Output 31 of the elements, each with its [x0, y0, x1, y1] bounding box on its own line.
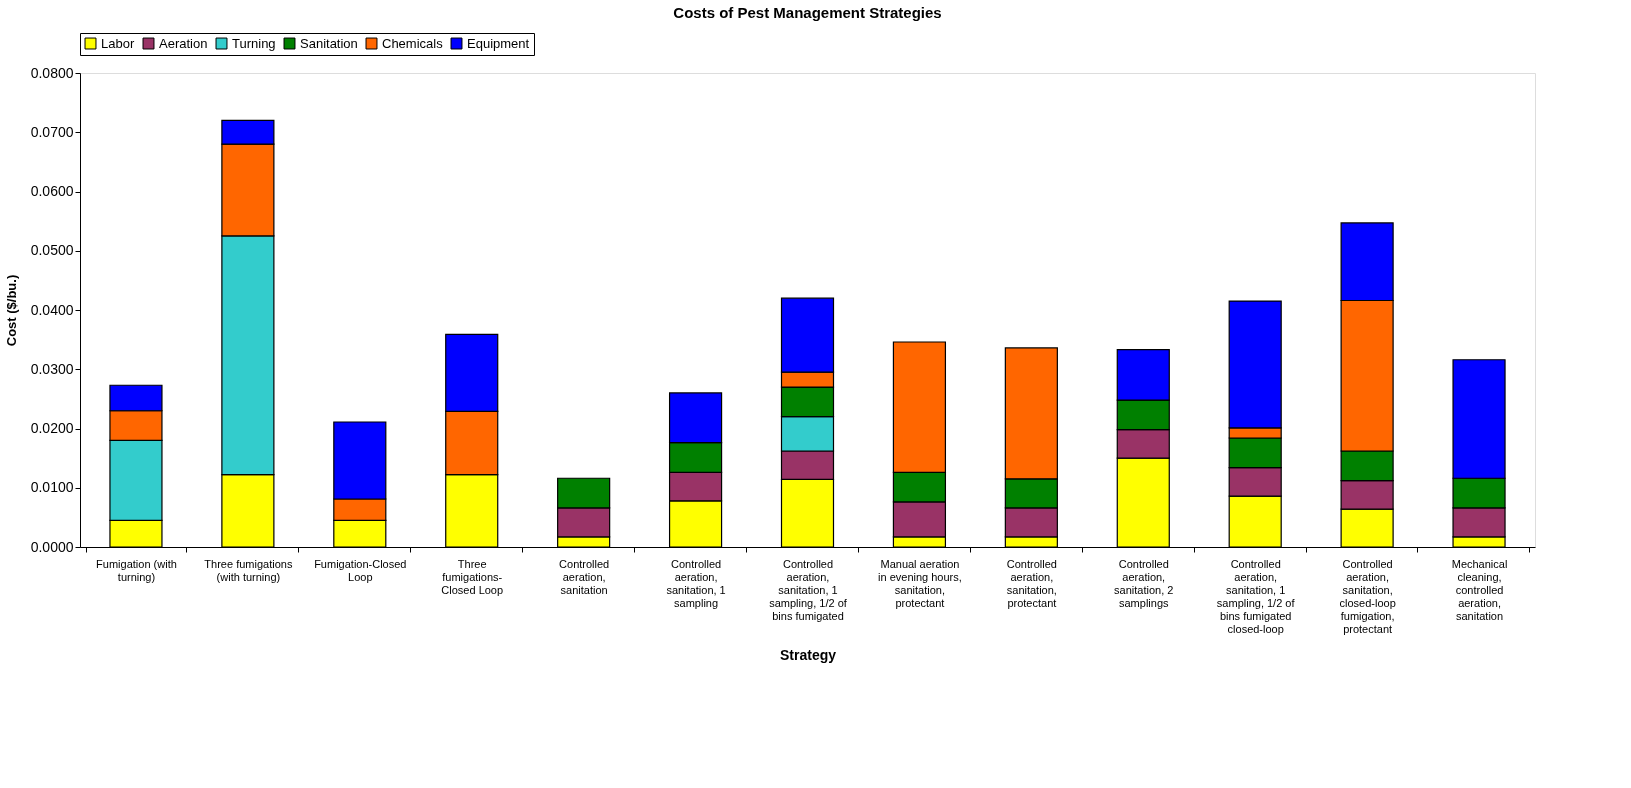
x-tick-label: Manual aeration in evening hours, sanitation, protectant: [878, 557, 962, 609]
x-tick-label: Three fumigations (with turning): [204, 557, 293, 583]
legend-label: Labor: [101, 35, 135, 51]
legend-label: Equipment: [467, 35, 530, 51]
x-tick-label: Controlled aeration, sanitation, 2 samplings: [1114, 557, 1174, 609]
y-tick-label: 0.0200: [30, 420, 74, 436]
legend-label: Turning: [232, 35, 276, 51]
x-tick-label: Fumigation (with turning): [96, 557, 177, 583]
y-tick-label: 0.0600: [30, 183, 74, 199]
legend-label: Sanitation: [300, 35, 358, 51]
legend-label: Aeration: [159, 35, 208, 51]
y-tick-label: 0.0100: [30, 479, 74, 496]
chart-title: Costs of Pest Management Strategies: [673, 3, 942, 21]
x-tick-label: Controlled aeration, sanitation, 1 sampling: [666, 557, 726, 609]
y-tick-label: 0.0000: [30, 538, 74, 555]
x-tick-label: Controlled aeration, sanitation, protectant: [1006, 557, 1057, 609]
y-tick-label: 0.0300: [30, 360, 74, 377]
x-tick-label: Three fumigations-Closed Loop: [441, 557, 504, 596]
y-tick-label: 0.0800: [30, 64, 74, 81]
y-axis-title: Cost ($/bu.): [3, 274, 19, 347]
legend-label: Chemicals: [382, 35, 444, 51]
x-tick-label: Controlled aeration, sanitation, 1 sampling, 1/2 of bins fumigated closed-loop: [1216, 557, 1296, 635]
x-tick-label: Controlled aeration, sanitation, 1 sampling, 1/2 of bins fumigated: [769, 557, 848, 622]
y-tick-label: 0.0400: [30, 301, 74, 318]
x-tick-label: Controlled aeration, sanitation: [559, 557, 610, 596]
x-axis-title: Strategy: [779, 646, 837, 663]
y-tick-label: 0.0700: [30, 123, 74, 140]
x-tick-label: Mechanical cleaning, controlled aeration, sanitation: [1451, 557, 1508, 622]
x-tick-label: Controlled aeration, sanitation, closed-loop fumigation, protectant: [1339, 557, 1396, 635]
y-tick-label: 0.0500: [30, 242, 74, 259]
x-tick-label: Fumigation-Closed Loop: [314, 557, 407, 583]
